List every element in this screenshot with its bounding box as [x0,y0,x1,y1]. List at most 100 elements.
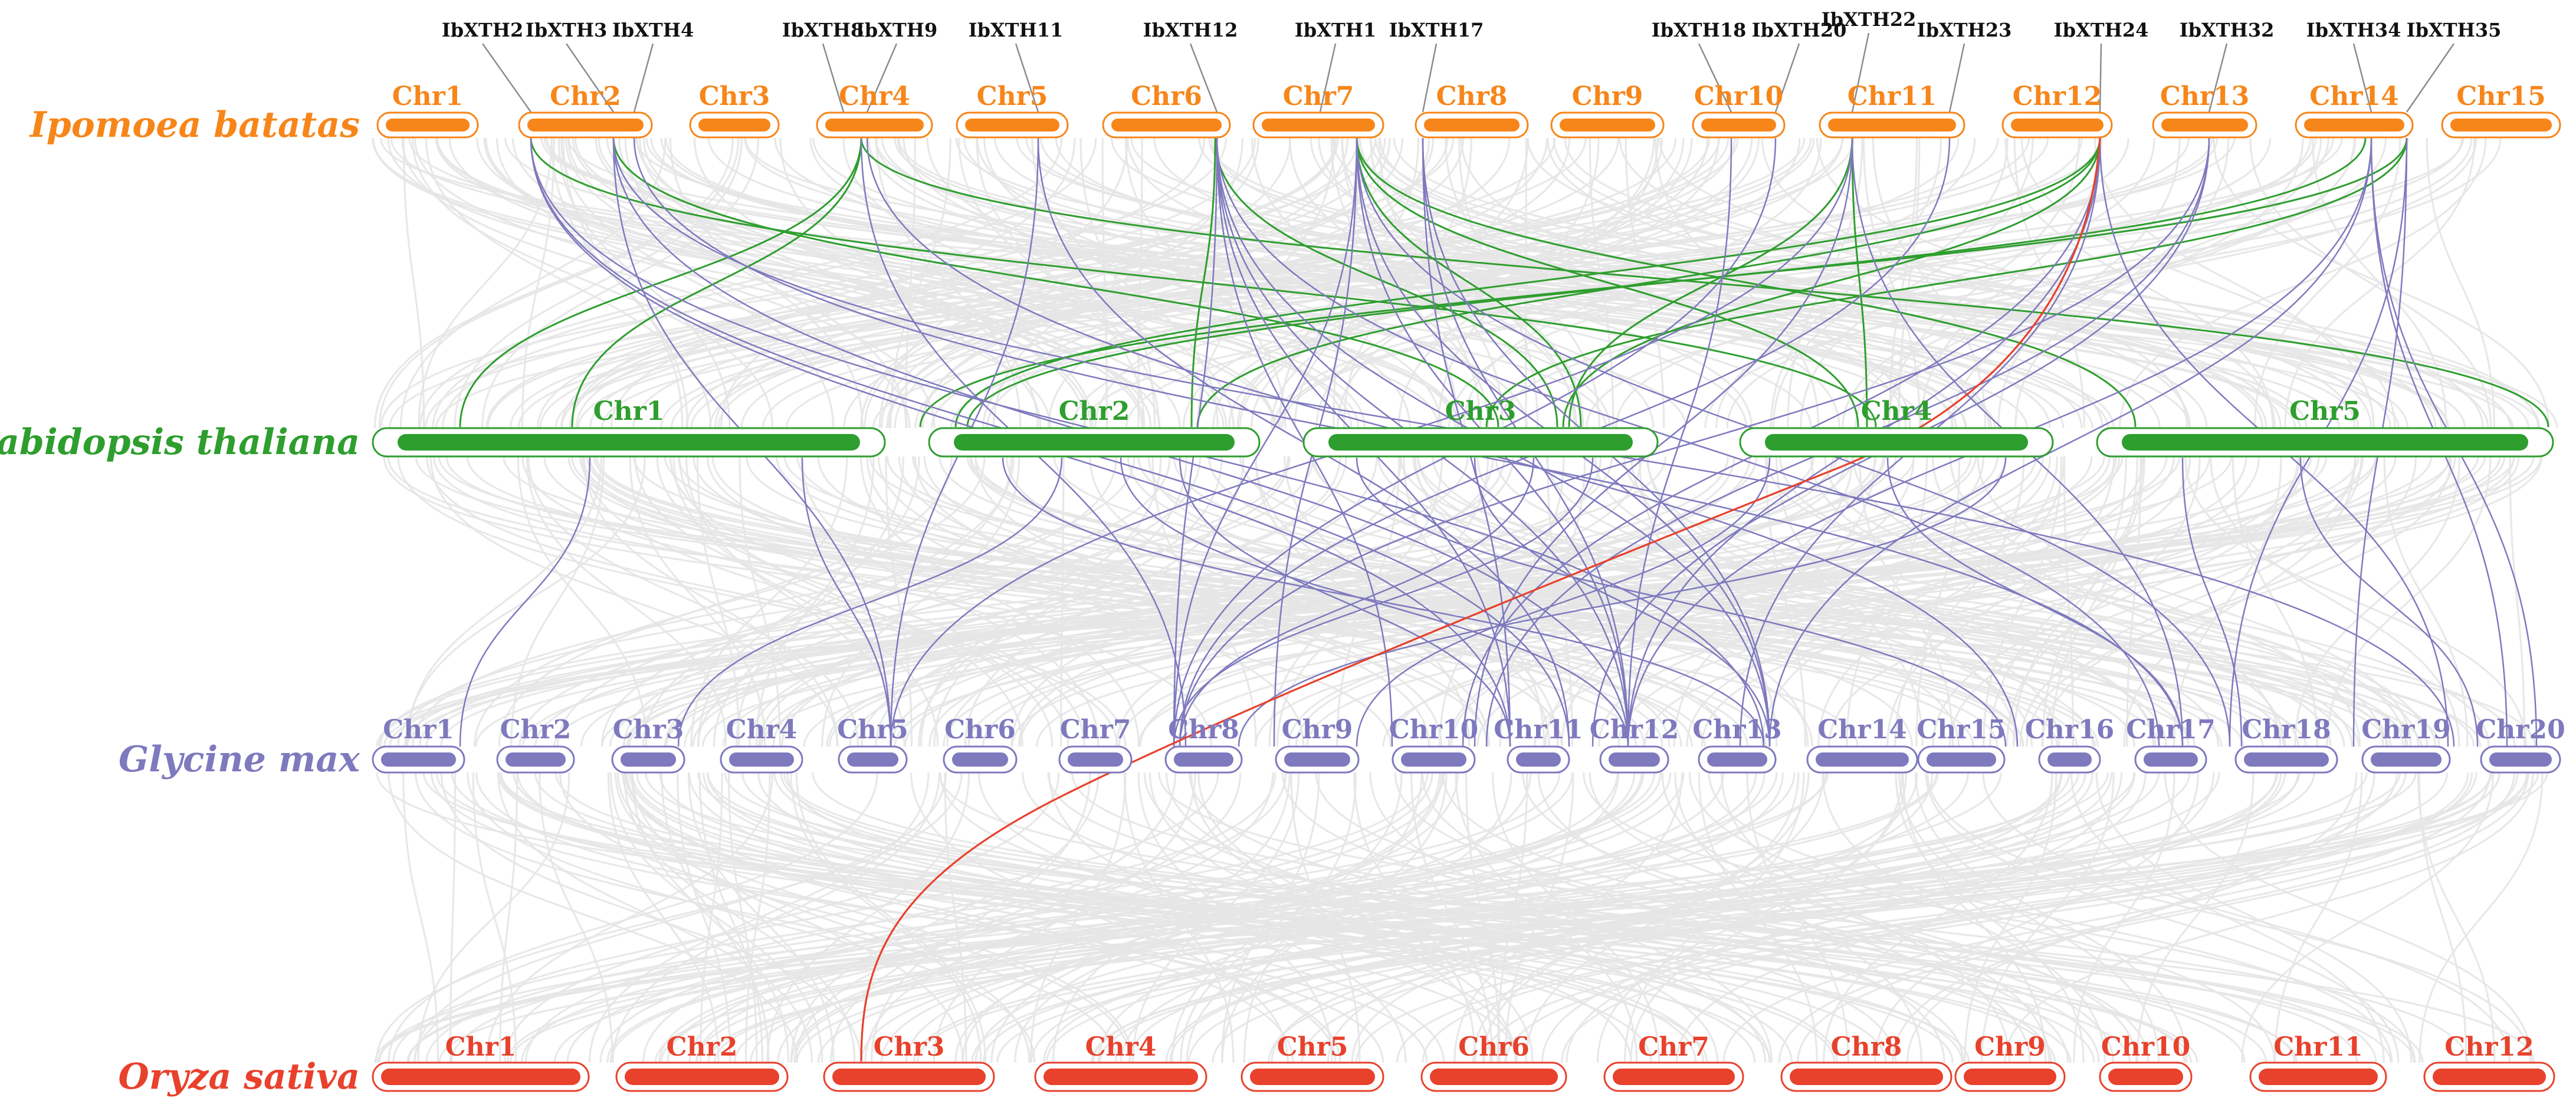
chromosome-bar [1043,1069,1198,1085]
chromosome-ib-chr7: Chr7 [1253,81,1383,137]
gene-label-ibxth1: IbXTH1 [1295,19,1376,41]
chromosome-label: Chr12 [1590,715,1679,745]
chromosome-bar [1828,119,1956,132]
chromosome-bar [729,752,794,767]
species-label: Ipomoea batatas [29,104,360,146]
gene-label-ibxth2: IbXTH2 [442,19,523,41]
gene-label-ibxth17: IbXTH17 [1389,19,1484,41]
chromosome-label: Chr3 [613,715,684,745]
chromosome-label: Chr4 [726,715,798,745]
chromosome-gm-chr2: Chr2 [497,715,574,773]
background-link [2510,456,2524,747]
chromosome-bar [2489,752,2552,767]
chromosome-label: Chr2 [1059,396,1130,426]
chromosome-label: Chr14 [2309,81,2398,111]
chromosome-os-chr5: Chr5 [1242,1032,1383,1091]
chromosome-ib-chr2: Chr2 [519,81,652,137]
chromosome-bar [832,1069,986,1085]
chromosome-bar [1613,1069,1735,1085]
chromosome-ib-chr14: Chr14 [2296,81,2413,137]
track-ib: Ipomoea batatas Chr1 Chr2 Chr3 Chr4 Chr5 Chr6 C… [29,81,2560,146]
chromosome-label: Chr3 [874,1032,945,1062]
species-label: Arabidopsis thaliana [0,422,360,463]
chromosome-bar [1401,752,1466,767]
chromosome-label: Chr8 [1436,81,1508,111]
chromosome-label: Chr10 [1694,81,1783,111]
chromosome-bar [2144,752,2198,767]
chromosome-bar [1816,752,1909,767]
chromosome-label: Chr4 [1861,396,1932,426]
chromosome-bar [1068,752,1123,767]
gene-leader-line [634,44,653,112]
chromosome-bar [1424,119,1520,132]
chromosome-ib-chr9: Chr9 [1551,81,1663,137]
chromosome-os-chr9: Chr9 [1955,1032,2065,1091]
chromosome-label: Chr6 [1458,1032,1530,1062]
chromosome-bar [2011,119,2104,132]
chromosome-os-chr3: Chr3 [824,1032,994,1091]
chromosome-bar [847,752,898,767]
chromosome-gm-chr14: Chr14 [1807,715,1917,773]
chromosome-ib-chr6: Chr6 [1103,81,1230,137]
chromosome-label: Chr5 [2289,396,2361,426]
chromosome-label: Chr1 [392,81,464,111]
chromosome-label: Chr11 [1494,715,1583,745]
gene-label-ibxth9: IbXTH9 [856,19,937,41]
chromosome-label: Chr12 [2444,1032,2534,1062]
chromosome-gm-chr12: Chr12 [1590,715,1679,773]
chromosome-bar [1790,1069,1943,1085]
chromosome-ib-chr5: Chr5 [957,81,1068,137]
gene-label-ibxth18: IbXTH18 [1652,19,1747,41]
chromosome-ib-chr15: Chr15 [2442,81,2560,137]
chromosome-gm-chr16: Chr16 [2025,715,2114,773]
gene-label-ibxth12: IbXTH12 [1143,19,1238,41]
chromosome-gm-chr11: Chr11 [1494,715,1583,773]
chromosome-bar [2122,434,2528,451]
chromosome-bar [2304,119,2404,132]
chromosome-bar [1111,119,1222,132]
gene-label-ibxth11: IbXTH11 [969,19,1064,41]
chromosome-gm-chr4: Chr4 [721,715,802,773]
chromosome-gm-chr5: Chr5 [837,715,908,773]
chromosome-label: Chr19 [2361,715,2450,745]
chromosome-bar [952,752,1008,767]
chromosome-bar [1262,119,1375,132]
chromosome-label: Chr8 [1168,715,1239,745]
chromosome-gm-chr17: Chr17 [2126,715,2215,773]
gene-label-ibxth24: IbXTH24 [2054,19,2149,41]
chromosome-label: Chr13 [1692,715,1781,745]
gene-label-ibxth3: IbXTH3 [526,19,607,41]
chromosome-label: Chr9 [1572,81,1643,111]
chromosome-bar [1516,752,1561,767]
chromosome-bar [1174,752,1233,767]
chromosome-label: Chr20 [2476,715,2565,745]
chromosome-label: Chr6 [1131,81,1202,111]
chromosome-gm-chr13: Chr13 [1692,715,1781,773]
chromosome-ib-chr11: Chr11 [1820,81,1964,137]
chromosome-label: Chr14 [1817,715,1906,745]
chromosome-bar [2108,1069,2183,1085]
chromosome-bar [381,1069,580,1085]
chromosome-bar [1560,119,1655,132]
chromosome-label: Chr4 [839,81,910,111]
background-link [2419,773,2466,1063]
chromosome-ib-chr4: Chr4 [817,81,932,137]
chromosome-label: Chr15 [1917,715,2006,745]
chromosome-bar [1964,1069,2056,1085]
chromosome-label: Chr5 [977,81,1048,111]
chromosome-bar [1430,1069,1558,1085]
chromosome-at-chr5: Chr5 [2097,396,2553,456]
chromosome-label: Chr11 [2273,1032,2362,1062]
gene-leader-line [1423,44,1436,112]
chromosome-label: Chr12 [2013,81,2102,111]
chromosome-bar [1284,752,1350,767]
chromosome-ib-chr8: Chr8 [1416,81,1528,137]
chromosome-bar [1609,752,1660,767]
chromosome-ib-chr3: Chr3 [690,81,779,137]
chromosome-gm-chr18: Chr18 [2236,715,2337,773]
chromosome-gm-chr9: Chr9 [1276,715,1358,773]
chromosome-gm-chr6: Chr6 [944,715,1016,773]
gene-label-ibxth32: IbXTH32 [2180,19,2275,41]
chromosome-bar [1927,752,1996,767]
chromosome-label: Chr9 [1282,715,1353,745]
